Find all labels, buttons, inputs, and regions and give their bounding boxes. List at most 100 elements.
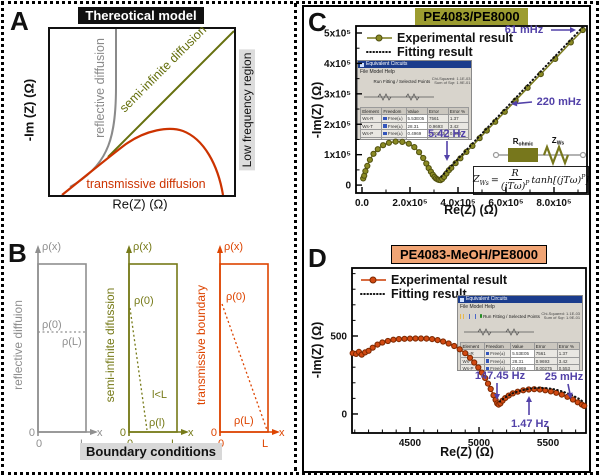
b-sub3-side-label: transmissive boundary <box>194 285 208 405</box>
b-sub2-x: x <box>188 427 194 439</box>
table-header-cell: Error <box>426 106 449 116</box>
resistor-element <box>508 148 538 162</box>
b-sub2-rho0: ρ(0) <box>134 295 154 307</box>
table-cell: 109.2 <box>426 136 449 139</box>
table-cell: 0.553 <box>447 129 469 138</box>
freedom-checkbox <box>383 124 387 128</box>
table-cell: 28.31 <box>405 121 428 131</box>
inset-window-title: Equivalent Circuits <box>466 296 508 302</box>
freedom-checkbox <box>485 359 490 363</box>
panel-a-curves-svg <box>61 29 235 196</box>
legend-fitting-label: Fitting result <box>391 287 467 301</box>
boundary-conditions-wrap: Boundary conditions <box>6 443 296 460</box>
panel-c-title: PE4083/PE8000 <box>415 8 528 25</box>
freedom-checkbox <box>485 366 490 370</box>
right-panel-border <box>302 5 591 473</box>
freedom-checkbox <box>485 351 490 356</box>
fit-parameters-table: Element Freedom Value Error Error % Ws-R Free(… <box>360 106 469 139</box>
table-cell: Ws-P <box>460 364 485 370</box>
z-sub-label: Ws <box>557 141 565 147</box>
b-sub2-axes <box>128 252 183 436</box>
b-sub3-zero-y: 0 <box>211 427 217 439</box>
panel-d-title: PE4083-MeOH/PE8000 <box>390 245 548 264</box>
low-frequency-region-label-wrap: Low frequency region <box>238 49 256 171</box>
panel-c-title-wrap: PE4083/PE8000 <box>356 8 587 25</box>
table-cell: 3.42 <box>556 356 580 366</box>
b-sub1-zero-y: 0 <box>29 427 35 439</box>
inset-window-icon <box>460 297 464 302</box>
table-cell: Free(±) <box>483 349 512 358</box>
b-sub3-rhoL: ρ(L) <box>234 415 254 427</box>
table-cell: 5.53E05 <box>405 114 428 123</box>
legend-experimental-label: Experimental result <box>397 31 514 45</box>
b-sub1-labels: ρ(x) ρ(0) ρ(L) 0 0 L x reflective diffui… <box>11 241 103 450</box>
table-cell: 0.00275 <box>533 364 558 370</box>
panel-a-title-wrap: Thereotical model <box>48 7 234 24</box>
fit-software-inset-d: Equivalent Circuits File Model Help Run Fi… <box>457 295 583 371</box>
b-sub3-L: L <box>262 438 268 450</box>
legend-experimental-row: Experimental result <box>360 273 507 287</box>
inset-circuit-sketch <box>358 86 471 107</box>
b-sub2-lL: l<L <box>152 389 167 401</box>
z-ws-label: ZWs <box>552 136 565 147</box>
inset-toolbar: Run Fitting / Selected Points Chi-Squared… <box>458 311 582 322</box>
table-cell: Free(±) <box>381 129 407 138</box>
panel-d-letter: D <box>308 243 327 273</box>
r-sub-label: ohmic <box>519 142 534 148</box>
b-sub1-x: x <box>97 427 103 439</box>
freedom-checkbox <box>383 131 387 136</box>
toolbar-icon <box>465 313 468 319</box>
table-cell: Free(±) <box>483 356 512 366</box>
table-row: Ws-P Free(±) 0.4969 0.00275 0.553 <box>360 129 469 138</box>
panel-c-ylabel: -Im(Z) (Ω) <box>310 81 324 139</box>
table-cell: 4.08 <box>447 136 469 139</box>
table-header-cell: Element <box>460 341 485 351</box>
panel-a-title: Thereotical model <box>78 7 204 24</box>
panel-d-ylabel: -Im(Z) (Ω) <box>310 321 324 379</box>
toolbar-icon <box>462 313 465 319</box>
warburg-equation: ZWs = R (jTω)P tanh[(jTω)P] <box>473 166 589 195</box>
b-sub1-yaxis-arrow <box>35 245 41 253</box>
b-sub1-yaxis-label: ρ(x) <box>42 241 61 253</box>
b-sub3-axes <box>219 252 274 436</box>
panel-a-plot-frame <box>48 27 236 197</box>
table-cell: 0.9693 <box>426 121 449 131</box>
table-cell: 0.9693 <box>533 356 558 366</box>
table-cell: Free(±) <box>381 136 407 139</box>
b-sub2-zero-y: 0 <box>120 427 126 439</box>
panel-a-letter: A <box>10 6 29 36</box>
table-row: R1Free(±)2674109.24.08 <box>360 136 469 139</box>
b-sub1-rhoL: ρ(L) <box>62 336 82 348</box>
panel-c-letter: C <box>308 7 327 37</box>
eq-denominator: (jTω)P <box>500 180 530 193</box>
table-header-cell: Freedom <box>483 341 512 351</box>
experimental-line-sample <box>367 34 392 42</box>
panel-d-xlabel: Re(Z) (Ω) <box>440 445 494 459</box>
reflective-diffusion-label: reflective diffusion <box>93 38 107 138</box>
eq-equals: = <box>490 175 499 186</box>
table-cell: Ws-T <box>360 121 383 131</box>
column-divider <box>294 3 297 471</box>
panel-b-svg: ρ(x) ρ(0) ρ(L) 0 0 L x reflective diffui… <box>11 241 285 450</box>
r-ohmic-label: Rohmic <box>513 137 534 148</box>
fit-parameters-table: Element Freedom Value Error Error % Ws-R Free(… <box>460 341 580 370</box>
table-cell: Ws-T <box>460 356 485 366</box>
inset-window-title: Equivalent Circuits <box>366 61 408 67</box>
eq-fraction: R (jTω)P <box>501 169 530 192</box>
circuit-terminal-left <box>492 151 500 159</box>
panel-d-title-wrap: PE4083-MeOH/PE8000 <box>352 245 586 264</box>
b-sub3-xaxis-arrow <box>272 429 280 435</box>
table-header-cell: Value <box>405 106 428 116</box>
b-sub2-xaxis-arrow <box>181 429 189 435</box>
panel-a-ylabel: -Im (Z) (Ω) <box>21 78 37 142</box>
table-header-cell: Error % <box>447 106 469 116</box>
legend-experimental-row: Experimental result <box>366 31 513 45</box>
fit-stats: Chi-Squared: 1.1E-03 Sum of Sqr: 1.9E-01 <box>431 76 471 86</box>
table-row: Ws-T Free(±) 28.31 0.9693 3.42 <box>360 121 469 131</box>
table-cell: 0.553 <box>556 364 580 370</box>
equivalent-circuit-svg: Rohmic ZWs <box>492 136 587 167</box>
fitting-line-sample <box>366 51 393 53</box>
b-sub2-yaxis-arrow <box>126 245 132 253</box>
table-cell: Free(±) <box>381 121 407 131</box>
